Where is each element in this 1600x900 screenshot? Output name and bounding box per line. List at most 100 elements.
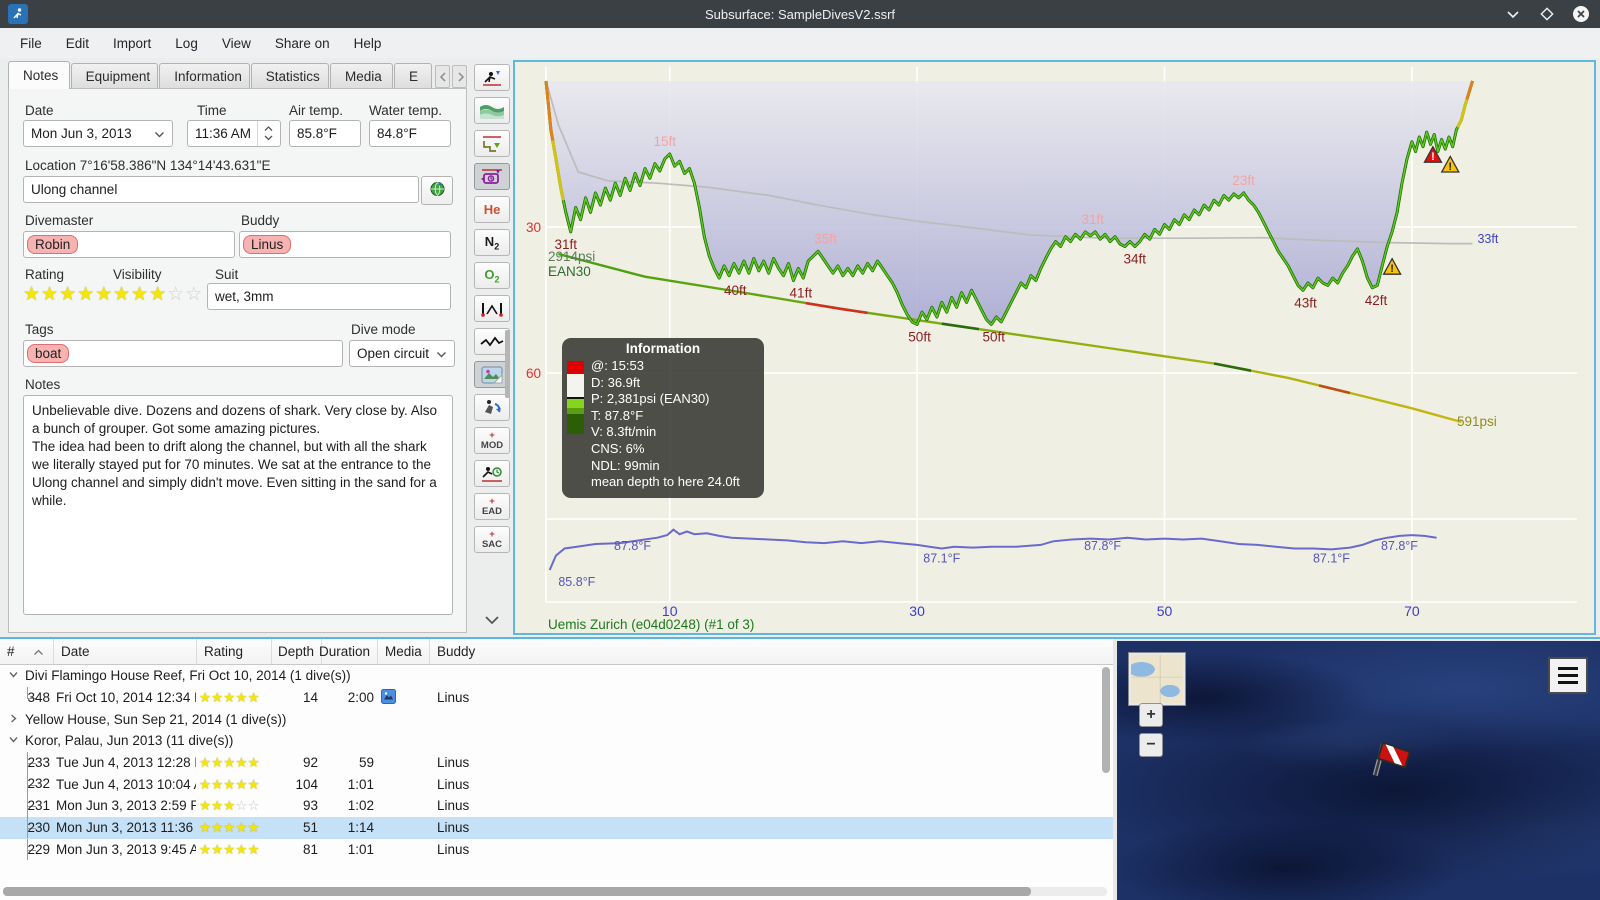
chevron-down-icon[interactable] bbox=[8, 733, 19, 748]
notes-textarea[interactable]: Unbelievable dive. Dozens and dozens of … bbox=[23, 395, 453, 615]
toggle-dc-ceiling-button[interactable] bbox=[474, 64, 510, 91]
toggle-dive-computer-button[interactable] bbox=[474, 163, 510, 190]
divemode-select[interactable]: Open circuit bbox=[349, 340, 455, 367]
dive-row-348[interactable]: 348 Fri Oct 10, 2014 12:34 PM★★★★★ 14 2:00 L… bbox=[0, 686, 1113, 709]
time-spinner[interactable] bbox=[257, 121, 273, 146]
dive-buddy: Linus bbox=[437, 776, 470, 792]
tab-information[interactable]: Information bbox=[159, 63, 250, 89]
star-icon[interactable]: ★ bbox=[41, 284, 59, 305]
map-zoom-in-button[interactable]: + bbox=[1139, 703, 1163, 727]
svg-text:43ft: 43ft bbox=[1294, 295, 1317, 310]
buddy-tag[interactable]: Linus bbox=[243, 235, 292, 254]
tab-scroll-right-icon[interactable] bbox=[452, 65, 467, 88]
watertemp-field[interactable]: 84.8°F bbox=[369, 120, 451, 147]
menu-edit[interactable]: Edit bbox=[65, 35, 90, 51]
location-field[interactable]: Ulong channel bbox=[23, 176, 419, 203]
toggle-water-gradient-button[interactable] bbox=[474, 97, 510, 124]
column-header-date[interactable]: Date bbox=[53, 639, 196, 664]
map-type-thumbnail[interactable] bbox=[1129, 653, 1185, 705]
divemaster-tag[interactable]: Robin bbox=[27, 235, 79, 254]
tab-equipment[interactable]: Equipment bbox=[70, 63, 159, 89]
dive-row-232[interactable]: 232 Tue Jun 4, 2013 10:04 AM★★★★★ 104 1:01 L… bbox=[0, 773, 1113, 796]
tab-notes[interactable]: Notes bbox=[8, 61, 70, 89]
menu-log[interactable]: Log bbox=[175, 35, 198, 51]
star-icon[interactable]: ★ bbox=[59, 284, 77, 305]
column-header-buddy[interactable]: Buddy bbox=[429, 639, 1113, 664]
toggle-pn2-button[interactable]: N2 bbox=[474, 229, 510, 256]
divemaster-field[interactable]: Robin bbox=[23, 231, 235, 258]
menu-view[interactable]: View bbox=[221, 35, 251, 51]
menu-help[interactable]: Help bbox=[353, 35, 382, 51]
splitter-handle[interactable] bbox=[505, 330, 510, 398]
column-header-duration[interactable]: Duration bbox=[319, 639, 377, 664]
toggle-calc-ceiling-button[interactable] bbox=[474, 130, 510, 157]
suit-field[interactable]: wet, 3mm bbox=[207, 283, 451, 310]
tab-scroll-left-icon[interactable] bbox=[435, 65, 450, 88]
star-icon[interactable]: ★ bbox=[149, 284, 167, 305]
tab-e[interactable]: E bbox=[393, 63, 432, 89]
map-menu-button[interactable] bbox=[1548, 657, 1588, 694]
toggle-sac-button[interactable]: + SAC bbox=[474, 526, 510, 553]
toggle-photos-button[interactable] bbox=[474, 361, 510, 388]
toolbar-more-chevron-icon[interactable] bbox=[474, 606, 510, 633]
visibility-stars[interactable]: ★ ★ ★ ☆ ☆ bbox=[113, 285, 202, 304]
toggle-phe-button[interactable]: He bbox=[474, 196, 510, 223]
dive-row-230[interactable]: 230 Mon Jun 3, 2013 11:36 AM★★★★★ 51 1:14 Li… bbox=[0, 816, 1113, 839]
tags-field[interactable]: boat bbox=[23, 340, 343, 367]
toggle-mod-button[interactable]: + MOD bbox=[474, 427, 510, 454]
date-field[interactable]: Mon Jun 3, 2013 bbox=[23, 120, 173, 147]
scrollbar-thumb[interactable] bbox=[1102, 667, 1110, 773]
trip-row[interactable]: Koror, Palau, Jun 2013 (11 dive(s)) bbox=[0, 730, 1113, 752]
svg-text:10: 10 bbox=[662, 603, 678, 619]
minimize-icon[interactable] bbox=[1504, 5, 1522, 23]
star-icon[interactable]: ★ bbox=[23, 284, 41, 305]
toggle-ead-button[interactable]: + EAD bbox=[474, 493, 510, 520]
trip-row[interactable]: Divi Flamingo House Reef, Fri Oct 10, 20… bbox=[0, 665, 1113, 687]
buddy-field[interactable]: Linus bbox=[239, 231, 451, 258]
column-header-num[interactable]: # bbox=[0, 639, 53, 664]
toggle-ruler-button[interactable] bbox=[474, 295, 510, 322]
column-header-rating[interactable]: Rating bbox=[196, 639, 271, 664]
toggle-gas-switch-button[interactable] bbox=[474, 394, 510, 421]
close-icon[interactable] bbox=[1572, 5, 1590, 23]
star-icon[interactable]: ★ bbox=[113, 284, 131, 305]
airtemp-field[interactable]: 85.8°F bbox=[289, 120, 361, 147]
dive-site-marker[interactable] bbox=[1367, 733, 1417, 790]
time-field[interactable]: 11:36 AM bbox=[187, 120, 281, 147]
toggle-deco-button[interactable] bbox=[474, 460, 510, 487]
menu-share-on[interactable]: Share on bbox=[274, 35, 330, 51]
dive-profile-chart[interactable]: 31ft 15ft 40ft 41ft 35ft 50ft 50ft 31ft 34ft 23ft… bbox=[513, 60, 1596, 635]
star-icon[interactable]: ☆ bbox=[185, 284, 203, 305]
tooltip-title: Information bbox=[625, 341, 701, 356]
media-photo-icon[interactable] bbox=[381, 688, 396, 704]
chevron-right-icon[interactable] bbox=[8, 712, 19, 727]
star-icon[interactable]: ★ bbox=[131, 284, 149, 305]
tab-statistics[interactable]: Statistics bbox=[250, 63, 330, 89]
dive-depth: 104 bbox=[295, 776, 318, 792]
rating-stars[interactable]: ★ ★ ★ ★ ★ bbox=[23, 285, 112, 304]
dive-list-vertical-scrollbar[interactable] bbox=[1102, 667, 1110, 892]
menu-file[interactable]: File bbox=[20, 35, 42, 51]
map-zoom-out-button[interactable]: − bbox=[1139, 733, 1163, 757]
dive-row-229[interactable]: 229 Mon Jun 3, 2013 9:45 AM ★★★★★ 81 1:01 Lin… bbox=[0, 838, 1113, 861]
star-icon[interactable]: ★ bbox=[77, 284, 95, 305]
geo-lookup-button[interactable] bbox=[421, 176, 453, 205]
trip-row[interactable]: Yellow House, Sun Sep 21, 2014 (1 dive(s… bbox=[0, 708, 1113, 730]
star-icon[interactable]: ☆ bbox=[167, 284, 185, 305]
menu-import[interactable]: Import bbox=[113, 35, 152, 51]
scrollbar-thumb[interactable] bbox=[3, 887, 1031, 896]
toggle-po2-button[interactable]: O2 bbox=[474, 262, 510, 289]
tab-media[interactable]: Media bbox=[330, 63, 393, 89]
dive-row-233[interactable]: 233 Tue Jun 4, 2013 12:28 PM★★★★★ 92 59 Linu… bbox=[0, 751, 1113, 774]
dive-list-horizontal-scrollbar[interactable] bbox=[3, 887, 1107, 896]
column-header-media[interactable]: Media bbox=[377, 639, 429, 664]
toggle-heart-rate-button[interactable] bbox=[474, 328, 510, 355]
tag-boat[interactable]: boat bbox=[27, 344, 70, 363]
map-panel[interactable]: + − bbox=[1117, 641, 1600, 900]
maximize-icon[interactable] bbox=[1538, 5, 1556, 23]
star-icon[interactable]: ★ bbox=[95, 284, 113, 305]
dive-row-231[interactable]: 231 Mon Jun 3, 2013 2:59 PM ★★★☆☆ 93 1:02 Lin… bbox=[0, 795, 1113, 817]
chevron-down-icon[interactable] bbox=[8, 668, 19, 683]
column-header-depth[interactable]: Depth bbox=[271, 639, 321, 664]
dive-list-header[interactable]: # Date Rating Depth Duration Media Buddy bbox=[0, 639, 1113, 665]
